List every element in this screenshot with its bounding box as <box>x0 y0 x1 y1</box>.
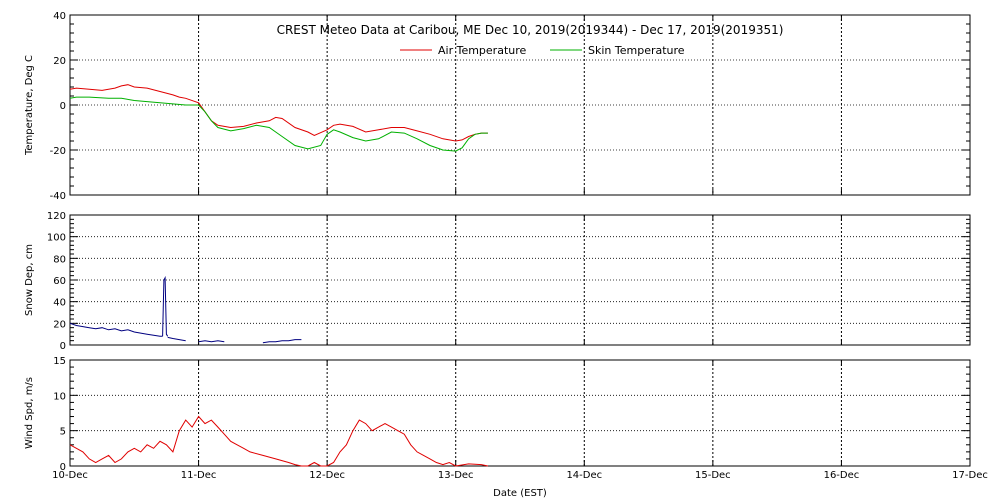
y-axis-label: Snow Dep, cm <box>24 244 35 316</box>
y-tick-label: -40 <box>50 191 66 202</box>
legend-label-air: Air Temperature <box>438 44 527 57</box>
series-line-1-1 <box>69 84 488 142</box>
chart-title: CREST Meteo Data at Caribou, ME Dec 10, … <box>277 23 784 37</box>
y-tick-label: 15 <box>53 356 66 367</box>
legend-label-skin: Skin Temperature <box>588 44 685 57</box>
x-tick-label: 13-Dec <box>438 470 474 481</box>
y-tick-label: 80 <box>53 254 66 265</box>
panel-frame <box>69 14 971 196</box>
x-tick-label: 11-Dec <box>181 470 217 481</box>
panel-frame <box>69 359 971 467</box>
series-line-2-1 <box>198 340 225 343</box>
panel-1: 40 20 0 -20 -40 Temperature, Deg C <box>24 11 971 202</box>
y-tick-label: 5 <box>60 427 66 438</box>
y-tick-label: 100 <box>47 233 66 244</box>
panel-2: 120 100 80 60 40 20 0 Snow Dep, cm <box>24 211 971 352</box>
series-line-3-1 <box>69 415 489 467</box>
x-axis-label: Date (EST) <box>493 488 547 499</box>
y-axis-label: Wind Spd, m/s <box>24 377 35 449</box>
series-line-2-1 <box>262 339 302 344</box>
x-tick-label: 14-Dec <box>566 470 602 481</box>
x-tick-label: 17-Dec <box>952 470 988 481</box>
y-tick-label: 20 <box>53 56 66 67</box>
series-line-1-2 <box>69 96 488 152</box>
x-tick-label: 16-Dec <box>824 470 860 481</box>
y-tick-label: 0 <box>60 462 66 473</box>
x-tick-label: 12-Dec <box>309 470 345 481</box>
panel-frame <box>69 214 971 346</box>
x-tick-label: 10-Dec <box>52 470 88 481</box>
y-tick-label: 40 <box>53 11 66 22</box>
series-line-2-1 <box>69 322 163 337</box>
y-tick-label: 20 <box>53 319 66 330</box>
y-tick-label: 10 <box>53 391 66 402</box>
y-tick-label: 120 <box>47 211 66 222</box>
y-tick-label: 0 <box>60 341 66 352</box>
panel-3: 15 10 5 010-Dec 11-Dec 12-Dec 13-Dec 14-Dec 15-D… <box>24 356 988 481</box>
series-line-2-1 <box>162 275 169 337</box>
legend: Air Temperature Skin Temperature <box>400 44 685 57</box>
y-axis-label: Temperature, Deg C <box>24 55 35 156</box>
y-tick-label: 60 <box>53 276 66 287</box>
x-tick-label: 15-Dec <box>695 470 731 481</box>
y-tick-label: 0 <box>60 101 66 112</box>
series-line-2-1 <box>167 336 186 342</box>
y-tick-label: -20 <box>50 146 66 157</box>
y-tick-label: 40 <box>53 298 66 309</box>
